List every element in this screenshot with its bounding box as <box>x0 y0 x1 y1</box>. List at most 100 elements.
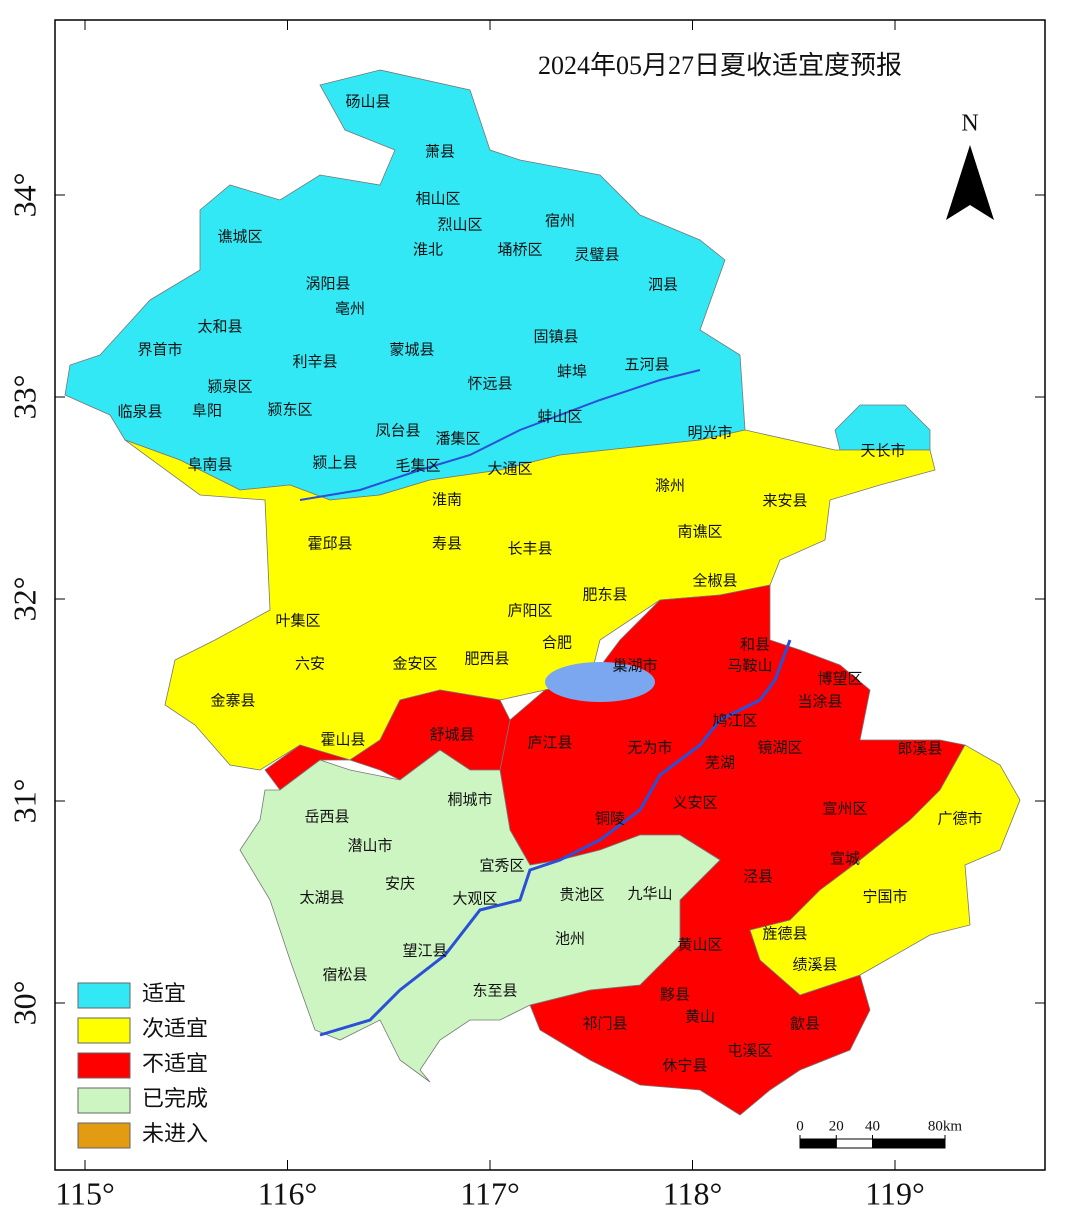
huai-river <box>299 369 701 501</box>
legend-label: 适宜 <box>142 981 186 1006</box>
place-label: 宁国市 <box>862 888 907 905</box>
place-label: 宿州 <box>545 212 575 229</box>
place-label: 郎溪县 <box>897 740 942 757</box>
place-label: 淮北 <box>413 241 443 258</box>
place-label: 南谯区 <box>677 523 722 540</box>
place-label: 来安县 <box>762 492 807 509</box>
yangtze-river <box>319 639 792 1037</box>
place-label: 屯溪区 <box>727 1042 772 1059</box>
place-label: 滁州 <box>655 477 685 494</box>
place-label: 阜阳 <box>192 402 222 419</box>
place-label: 宿松县 <box>322 966 367 983</box>
place-label: 蚌埠 <box>557 362 587 380</box>
place-label: 利辛县 <box>292 353 337 370</box>
place-label: 泾县 <box>743 868 773 885</box>
place-label: 舒城县 <box>429 726 474 743</box>
place-label: 池州 <box>555 930 585 947</box>
place-label: 宜秀区 <box>479 857 524 874</box>
place-label: 潜山市 <box>347 837 392 854</box>
regions <box>64 69 1021 1116</box>
place-label: 九华山 <box>627 885 672 902</box>
place-label: 太和县 <box>197 318 242 335</box>
legend-label: 次适宜 <box>142 1016 208 1041</box>
place-label: 颍泉区 <box>207 378 252 395</box>
place-label: 凤台县 <box>375 422 420 439</box>
place-label: 金安区 <box>392 655 437 672</box>
place-label: 固镇县 <box>533 328 578 345</box>
place-label: 铜陵 <box>595 810 625 827</box>
place-label: 阜南县 <box>187 456 232 473</box>
place-label: 五河县 <box>624 356 669 373</box>
place-label: 萧县 <box>425 143 455 160</box>
place-label: 合肥 <box>542 634 572 651</box>
place-label: 颍东区 <box>267 401 312 418</box>
place-label: 庐江县 <box>527 734 572 751</box>
legend-swatch <box>77 1122 131 1149</box>
x-tick-label: 115° <box>55 1175 115 1211</box>
north-label: N <box>961 111 978 137</box>
scale-segment <box>799 1138 837 1149</box>
place-label: 泗县 <box>648 276 678 293</box>
place-label: 金寨县 <box>210 691 255 709</box>
legend-label: 已完成 <box>142 1086 208 1111</box>
place-label: 巢湖市 <box>612 657 657 674</box>
place-label: 肥东县 <box>582 586 627 603</box>
scale-segment <box>872 1138 946 1149</box>
place-label: 怀远县 <box>467 375 512 392</box>
place-label: 祁门县 <box>582 1015 627 1032</box>
place-label: 黟县 <box>660 986 690 1003</box>
place-label: 大观区 <box>452 890 497 907</box>
place-label: 马鞍山 <box>727 657 772 674</box>
place-label: 界首市 <box>137 341 182 358</box>
place-label: 黄山 <box>685 1008 715 1025</box>
scale-segment <box>835 1138 873 1149</box>
place-label: 太湖县 <box>299 889 344 906</box>
north-arrow <box>946 145 994 220</box>
place-label: 岳西县 <box>304 808 349 825</box>
place-label: 叶集区 <box>275 612 320 629</box>
place-label: 长丰县 <box>507 540 552 557</box>
map-title: 2024年05月27日夏收适宜度预报 <box>538 51 902 80</box>
x-tick-label: 117° <box>460 1175 520 1211</box>
y-tick-label: 34° <box>6 173 42 218</box>
place-label: 休宁县 <box>662 1057 707 1074</box>
place-label: 灵璧县 <box>574 245 619 263</box>
place-label: 谯城区 <box>217 228 262 245</box>
x-tick-label: 119° <box>865 1175 925 1211</box>
place-label: 全椒县 <box>692 571 737 589</box>
place-label: 东至县 <box>472 982 517 999</box>
scale-bar: 0 20 40 80km <box>796 1118 963 1149</box>
place-label: 寿县 <box>432 535 462 552</box>
place-label: 蒙城县 <box>389 341 434 358</box>
place-label: 砀山县 <box>345 93 390 110</box>
y-tick-label: 32° <box>6 577 42 622</box>
zone-completed <box>239 749 721 1083</box>
place-label: 大通区 <box>487 460 532 477</box>
y-tick-label: 30° <box>6 981 42 1026</box>
place-label: 潘集区 <box>435 430 480 447</box>
place-label: 安庆 <box>385 875 415 892</box>
x-tick-label: 118° <box>663 1175 723 1211</box>
place-label: 歙县 <box>790 1014 820 1032</box>
place-label: 望江县 <box>402 942 447 959</box>
place-label: 桐城市 <box>447 791 492 808</box>
chaohu-lake <box>545 662 655 702</box>
place-label: 相山区 <box>415 190 460 207</box>
place-label: 烈山区 <box>437 216 482 233</box>
y-tick-label: 31° <box>6 779 42 824</box>
scale-label: 0 <box>796 1118 804 1134</box>
place-label: 鸠江区 <box>712 712 757 729</box>
place-label: 旌德县 <box>762 924 807 942</box>
y-tick-label: 33° <box>6 375 42 420</box>
place-label: 芜湖 <box>705 754 735 771</box>
place-label: 广德市 <box>937 809 982 827</box>
place-label: 黄山区 <box>677 936 722 953</box>
scale-label: 80km <box>928 1118 963 1134</box>
x-tick-label: 116° <box>258 1175 318 1211</box>
place-label: 庐阳区 <box>507 602 552 619</box>
scale-label: 20 <box>829 1118 844 1134</box>
place-label: 义安区 <box>672 794 717 811</box>
